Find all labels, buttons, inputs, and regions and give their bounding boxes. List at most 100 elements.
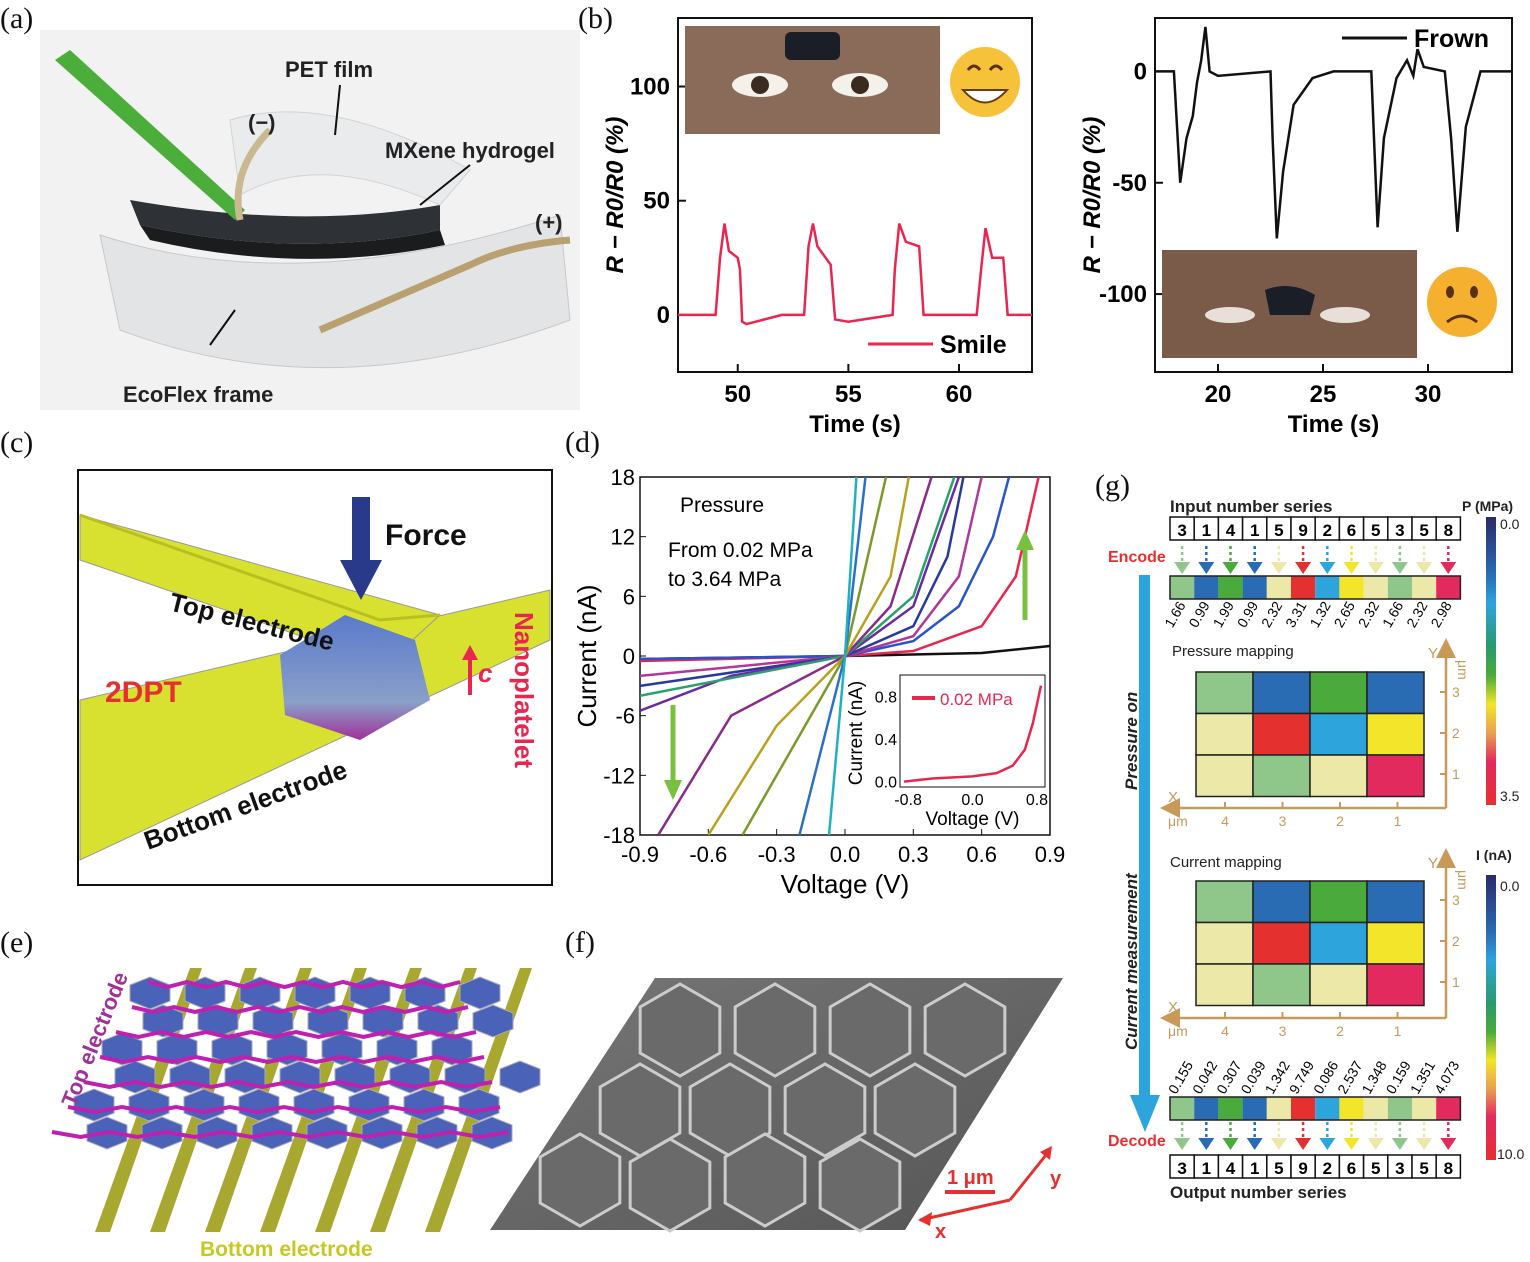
process-arrow bbox=[1139, 575, 1150, 1100]
y-tick-label: 0 bbox=[1134, 58, 1147, 85]
current-map-cell bbox=[1195, 921, 1254, 965]
hexagon-platelet bbox=[238, 1088, 280, 1122]
x-tick-label: 4 bbox=[1221, 813, 1229, 829]
colorbar-current bbox=[1486, 875, 1496, 1160]
input-digit: 5 bbox=[1371, 521, 1380, 540]
pressure-map-cell bbox=[1252, 671, 1311, 715]
x-tick-label: 3 bbox=[1279, 1023, 1287, 1039]
output-digit: 4 bbox=[1226, 1159, 1236, 1178]
measured-bar-cell bbox=[1315, 1097, 1340, 1120]
y-axis-label: R − R0/R0 (%) bbox=[602, 117, 629, 274]
pressure-map-cell bbox=[1366, 712, 1425, 756]
pressure-value: 3.31 bbox=[1282, 598, 1310, 630]
encoded-bar-cell bbox=[1242, 576, 1267, 599]
x-axis-unit: μm bbox=[1168, 1023, 1188, 1039]
panel-label-b: (b) bbox=[578, 2, 613, 35]
y-tick-label: 2 bbox=[1452, 933, 1460, 949]
encoded-bar-cell bbox=[1387, 576, 1412, 599]
encode-arrow-head bbox=[1391, 562, 1408, 574]
current-map-cell bbox=[1309, 921, 1368, 965]
label-bottom-electrode-e: Bottom electrode bbox=[200, 1238, 373, 1261]
y-tick-label: 3 bbox=[1452, 892, 1460, 908]
measured-bar-cell bbox=[1291, 1097, 1316, 1120]
pressure-value: 2.32 bbox=[1403, 598, 1431, 630]
y-axis-label: Current (nA) bbox=[572, 584, 602, 727]
inset-legend-label: 0.02 MPa bbox=[940, 690, 1013, 709]
pressure-value: 0.99 bbox=[1234, 598, 1262, 630]
colorbar-pressure bbox=[1486, 517, 1496, 805]
smile-emoji-icon bbox=[950, 47, 1020, 117]
x-axis-name: X bbox=[1168, 789, 1178, 806]
y-tick-label: 50 bbox=[643, 188, 670, 215]
inset-y-tick-label: 0.4 bbox=[875, 732, 897, 749]
current-map-cell bbox=[1252, 880, 1311, 924]
encode-arrow-head bbox=[1440, 1138, 1457, 1150]
encoded-bar-cell bbox=[1412, 576, 1437, 599]
label-minus: (−) bbox=[248, 110, 276, 135]
output-digit: 3 bbox=[1395, 1159, 1404, 1178]
pressure-value: 2.32 bbox=[1355, 598, 1383, 630]
pressure-value: 1.32 bbox=[1306, 598, 1334, 630]
series-line bbox=[640, 477, 983, 678]
label-c-axis: c bbox=[478, 658, 493, 688]
encode-arrow-head bbox=[1246, 1138, 1263, 1150]
inset-frame bbox=[899, 674, 1046, 788]
colorbar-current-title: I (nA) bbox=[1476, 847, 1512, 863]
encode-arrow-head bbox=[1246, 562, 1263, 574]
label-mxene-hydrogel: MXene hydrogel bbox=[385, 138, 555, 163]
hexagon-nanoplatelet bbox=[873, 1062, 957, 1158]
measured-bar-cell bbox=[1387, 1097, 1412, 1120]
output-digit: 2 bbox=[1323, 1159, 1332, 1178]
encoded-bar-cell bbox=[1170, 576, 1195, 599]
x-axis-label: Time (s) bbox=[809, 411, 901, 438]
x-axis-label: Time (s) bbox=[1288, 411, 1380, 438]
hexagon-nanoplatelet bbox=[818, 1137, 902, 1233]
encode-arrow-head bbox=[1295, 1138, 1312, 1150]
pressure-map-cell bbox=[1366, 671, 1425, 715]
input-series-title: Input number series bbox=[1170, 497, 1332, 516]
y-axis-label: R − R0/R0 (%) bbox=[1079, 117, 1106, 274]
pressure-map-cell bbox=[1252, 754, 1311, 798]
decode-label: Decode bbox=[1108, 1133, 1166, 1150]
encode-arrow-head bbox=[1416, 562, 1433, 574]
encode-arrow-head bbox=[1174, 562, 1191, 574]
y-tick-label: 2 bbox=[1452, 725, 1460, 741]
hexagon-platelet bbox=[472, 1004, 514, 1038]
x-axis-name: X bbox=[1168, 999, 1178, 1016]
current-map-cell bbox=[1366, 963, 1425, 1007]
output-digit: 8 bbox=[1444, 1159, 1453, 1178]
panel-label-d: (d) bbox=[565, 426, 600, 459]
measured-bar-cell bbox=[1242, 1097, 1267, 1120]
y-tick-label: 6 bbox=[623, 584, 635, 609]
x-tick-label: 4 bbox=[1221, 1023, 1229, 1039]
plot-frame bbox=[1154, 17, 1513, 373]
input-digit: 5 bbox=[1419, 521, 1428, 540]
x-tick-label: -0.3 bbox=[758, 842, 796, 867]
face-photo-frown bbox=[1162, 250, 1417, 358]
y-tick-label: -18 bbox=[603, 823, 635, 848]
panel-label-a: (a) bbox=[0, 2, 33, 35]
series-line bbox=[1155, 26, 1512, 239]
panel-f-sem-image: 1 μm x y bbox=[490, 978, 1063, 1243]
pressure-mapping-title: Pressure mapping bbox=[1172, 643, 1294, 660]
plot-frame bbox=[677, 17, 1033, 373]
input-digit: 4 bbox=[1226, 521, 1236, 540]
annotation: to 3.64 MPa bbox=[668, 568, 782, 591]
panel-g-encoding-scheme: Input number series Output number series… bbox=[1108, 497, 1524, 1202]
label-plus: (+) bbox=[535, 210, 563, 235]
current-map-cell bbox=[1252, 921, 1311, 965]
hexagon-nanoplatelet bbox=[828, 982, 912, 1078]
inset-series-line bbox=[903, 685, 1043, 783]
hexagon-nanoplatelet bbox=[638, 982, 722, 1078]
y-axis-unit: μm bbox=[1455, 870, 1471, 890]
pressure-on-label: Pressure on bbox=[1122, 692, 1141, 790]
colorbar-current-min: 0.0 bbox=[1500, 878, 1520, 894]
y-tick-label: -100 bbox=[1099, 281, 1147, 308]
x-tick-label: 20 bbox=[1205, 381, 1232, 408]
current-map-cell bbox=[1309, 880, 1368, 924]
encode-arrow-head bbox=[1295, 562, 1312, 574]
encode-arrow-head bbox=[1343, 562, 1360, 574]
colorbar-current-max: 10.0 bbox=[1497, 1146, 1524, 1162]
